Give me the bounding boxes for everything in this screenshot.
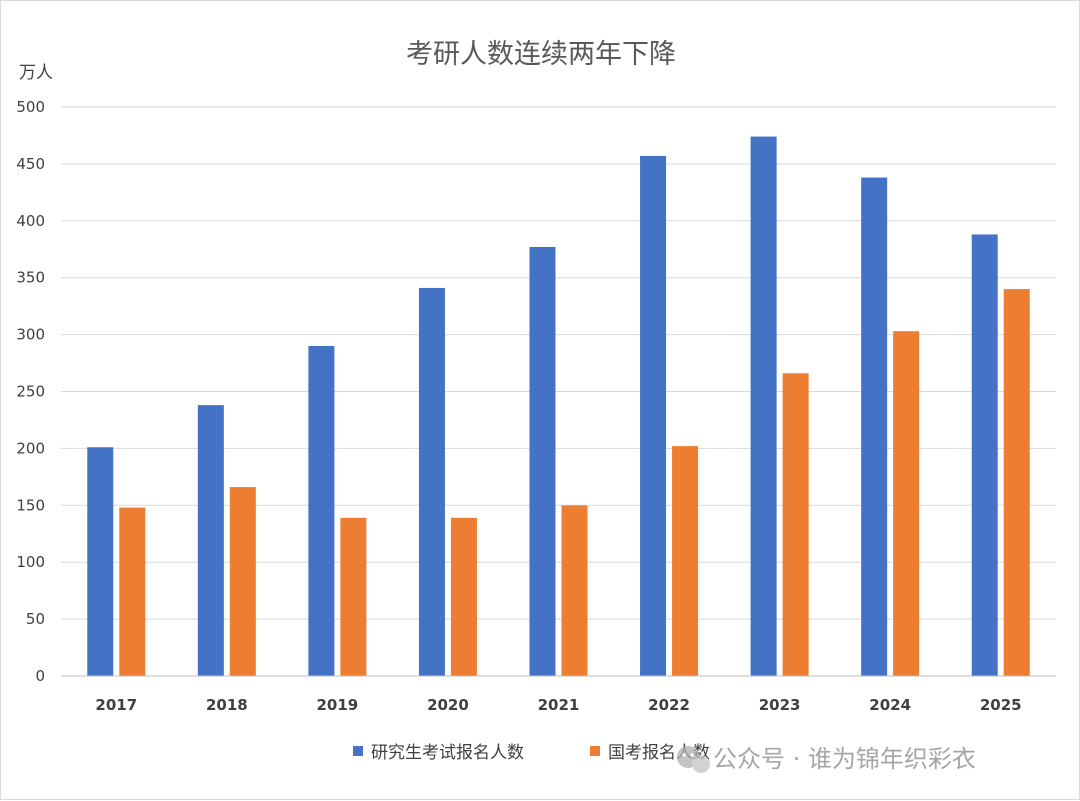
bar-series-2-2025 xyxy=(1003,289,1030,676)
y-tick-label: 0 xyxy=(35,667,45,685)
x-tick-label: 2021 xyxy=(538,696,580,714)
y-tick-label: 50 xyxy=(26,610,45,628)
legend-label-series-1: 研究生考试报名人数 xyxy=(371,743,524,763)
gridlines xyxy=(61,106,1056,620)
bar-series-2-2022 xyxy=(672,446,699,676)
bar-series-1-2018 xyxy=(197,405,224,676)
y-tick-label: 300 xyxy=(16,326,45,344)
bar-series-1-2019 xyxy=(308,345,335,676)
x-tick-label: 2017 xyxy=(95,696,137,714)
y-tick-label: 350 xyxy=(16,269,45,287)
x-tick-label: 2020 xyxy=(427,696,469,714)
bar-series-2-2023 xyxy=(782,373,809,676)
y-tick-label: 100 xyxy=(16,553,45,571)
x-tick-label: 2018 xyxy=(206,696,248,714)
y-axis-unit: 万人 xyxy=(19,63,53,83)
x-tick-label: 2024 xyxy=(869,696,911,714)
y-axis-ticks: 0 50 100 150 200 250 300 350 400 450 500 xyxy=(16,98,45,685)
bar-series-2-2021 xyxy=(561,505,588,676)
bar-series-2-2018 xyxy=(229,487,256,676)
y-tick-label: 150 xyxy=(16,496,45,514)
bar-series-2-2019 xyxy=(340,517,367,676)
bar-series-2-2020 xyxy=(450,517,477,676)
x-tick-label: 2022 xyxy=(648,696,690,714)
x-tick-label: 2025 xyxy=(980,696,1022,714)
chart-title: 考研人数连续两年下降 xyxy=(406,39,676,70)
bar-series-1-2025 xyxy=(971,234,998,676)
legend-swatch-series-1 xyxy=(353,746,363,756)
bar-series-1-2021 xyxy=(529,246,556,676)
bar-series-1-2020 xyxy=(418,287,445,676)
x-tick-label: 2023 xyxy=(759,696,801,714)
y-tick-label: 250 xyxy=(16,383,45,401)
wechat-icon xyxy=(677,746,710,773)
y-tick-label: 500 xyxy=(16,98,45,116)
bar-series-1-2017 xyxy=(87,447,114,676)
watermark-text: 公众号 · 谁为锦年织彩衣 xyxy=(713,745,976,773)
bar-series-1-2023 xyxy=(750,136,777,676)
bar-series-1-2022 xyxy=(640,155,667,676)
legend-swatch-series-2 xyxy=(590,746,600,756)
bar-series-2-2024 xyxy=(893,331,920,676)
bar-series-1-2024 xyxy=(861,177,888,676)
watermark: 公众号 · 谁为锦年织彩衣 xyxy=(677,745,976,773)
x-axis-ticks: 2017 2018 2019 2020 2021 2022 2023 2024 2025 xyxy=(95,696,1021,714)
bar-series-2-2017 xyxy=(119,507,146,676)
y-tick-label: 200 xyxy=(16,439,45,457)
bars xyxy=(87,136,1030,676)
x-tick-label: 2019 xyxy=(317,696,359,714)
y-tick-label: 450 xyxy=(16,155,45,173)
legend: 研究生考试报名人数 国考报名人数 xyxy=(353,743,710,763)
y-tick-label: 400 xyxy=(16,212,45,230)
